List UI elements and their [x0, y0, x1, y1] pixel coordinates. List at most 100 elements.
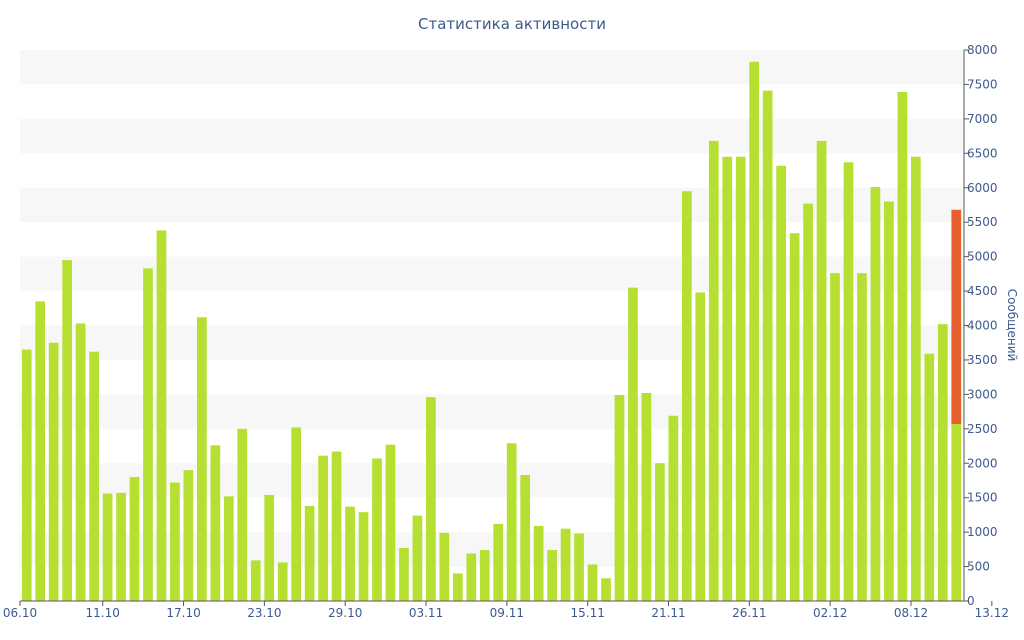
bar	[911, 156, 921, 601]
y-tick-label: 2500	[967, 422, 998, 436]
bar	[695, 292, 706, 601]
x-tick-label: 15.11	[571, 606, 605, 620]
y-tick-label: 4500	[967, 284, 998, 298]
bar	[951, 423, 962, 601]
x-axis-ticks: 06.10 11.10 17.10 23.10 29.10 03.11 09.11 15.11…	[3, 601, 1009, 620]
bar	[291, 427, 302, 601]
y-tick-label: 4000	[967, 319, 998, 333]
bar-highlight-segment	[951, 209, 962, 424]
bar	[749, 61, 760, 602]
x-tick-label: 23.10	[247, 606, 281, 620]
y-axis-ticks: 0 500 1000 1500 2000 2500 3000 3500 4000 4500 5000…	[964, 43, 998, 608]
bar	[614, 395, 625, 601]
y-tick-label: 1500	[967, 491, 998, 505]
x-tick-label: 26.11	[732, 606, 766, 620]
bar	[830, 273, 840, 601]
bar	[331, 451, 342, 601]
bar	[250, 560, 261, 601]
bar	[89, 351, 99, 601]
bars	[21, 61, 962, 602]
bar	[412, 515, 423, 601]
bar	[210, 445, 221, 601]
bar	[884, 201, 894, 601]
bar	[668, 415, 679, 601]
x-tick-label: 17.10	[166, 606, 200, 620]
x-tick-label: 21.11	[651, 606, 685, 620]
bar	[641, 392, 652, 601]
bar	[520, 474, 531, 601]
grid-band	[20, 118, 963, 154]
x-tick-label: 13.12	[975, 606, 1009, 620]
bar	[547, 550, 557, 601]
bar	[116, 492, 126, 601]
bar	[35, 301, 46, 601]
bar	[843, 162, 854, 602]
bar	[479, 550, 490, 601]
bar	[560, 528, 571, 601]
bar	[237, 428, 248, 601]
bar	[385, 444, 396, 601]
bar	[466, 553, 477, 601]
y-tick-label: 0	[967, 594, 975, 608]
y-tick-label: 1000	[967, 525, 998, 539]
bar	[197, 317, 207, 601]
bar	[264, 494, 275, 601]
bar	[372, 458, 382, 601]
bar	[681, 191, 692, 601]
x-tick-label: 29.10	[328, 606, 362, 620]
bar	[722, 156, 733, 601]
y-axis-title: Сообщений	[1005, 289, 1019, 362]
bar	[358, 512, 369, 601]
bar	[870, 187, 881, 601]
bar	[75, 323, 86, 601]
bar	[21, 349, 32, 601]
y-tick-label: 2000	[967, 456, 998, 470]
chart-title: Статистика активности	[418, 15, 606, 33]
bar	[655, 463, 665, 601]
y-tick-label: 5500	[967, 215, 998, 229]
bar	[170, 482, 180, 601]
y-tick-label: 5000	[967, 250, 998, 264]
bar	[789, 233, 800, 601]
bar	[601, 578, 611, 601]
bar	[426, 397, 436, 601]
bar	[587, 564, 598, 601]
y-tick-label: 7000	[967, 112, 998, 126]
bar	[183, 470, 194, 601]
bar	[143, 268, 153, 601]
bar	[129, 477, 140, 601]
bar	[399, 547, 409, 601]
y-tick-label: 6500	[967, 146, 998, 160]
bar	[937, 324, 948, 601]
x-tick-label: 06.10	[3, 606, 37, 620]
x-tick-label: 08.12	[894, 606, 928, 620]
bar	[48, 342, 59, 601]
bar	[816, 140, 827, 602]
bar	[574, 533, 584, 601]
x-tick-label: 09.11	[490, 606, 524, 620]
bar	[897, 92, 908, 602]
bar	[277, 562, 288, 601]
y-tick-label: 7500	[967, 77, 998, 91]
bar	[345, 506, 355, 601]
y-tick-label: 500	[967, 560, 990, 574]
bar	[439, 532, 450, 601]
y-tick-label: 3000	[967, 387, 998, 401]
x-tick-label: 02.12	[813, 606, 847, 620]
bar	[924, 353, 935, 601]
y-tick-label: 8000	[967, 43, 998, 57]
bar	[628, 287, 638, 601]
bar	[62, 260, 72, 601]
bar	[533, 525, 544, 601]
bar	[223, 496, 234, 601]
bar	[857, 273, 867, 601]
bar	[803, 203, 813, 601]
bar	[102, 493, 113, 601]
y-tick-label: 3500	[967, 353, 998, 367]
bar	[506, 443, 517, 601]
bar	[708, 140, 719, 602]
bar	[318, 455, 328, 601]
bar	[776, 165, 786, 601]
bar	[452, 573, 463, 601]
